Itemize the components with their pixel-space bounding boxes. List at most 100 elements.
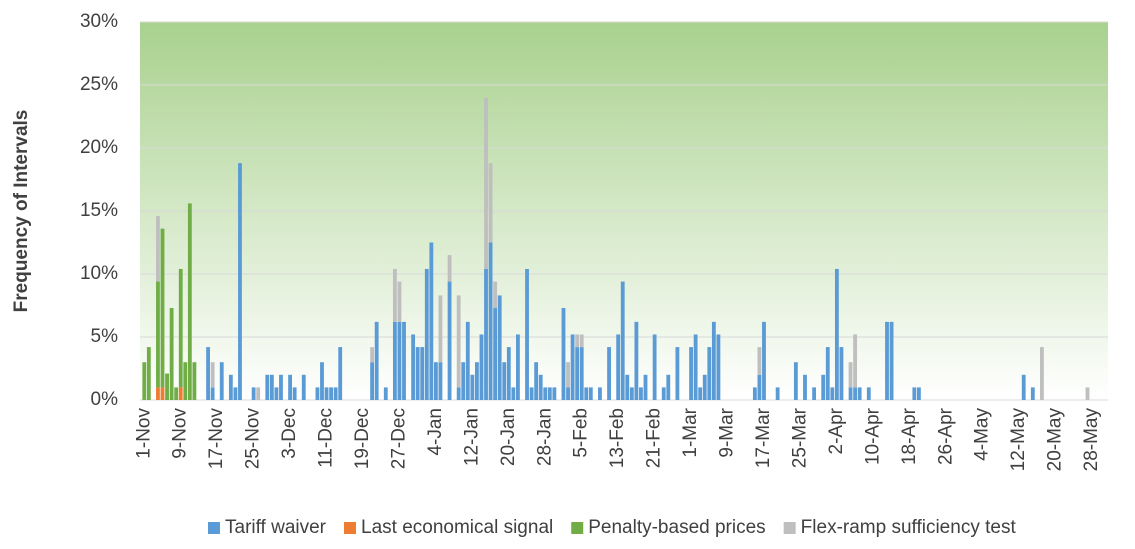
bar-segment	[566, 387, 570, 400]
bar-segment	[411, 334, 416, 400]
bar-segment	[324, 387, 329, 400]
legend-label: Flex-ramp sufficiency test	[801, 517, 1017, 538]
bar-segment	[857, 387, 862, 400]
bar-segment	[370, 347, 375, 363]
bar-segment	[160, 387, 165, 400]
bar-segment	[292, 387, 297, 400]
bar-segment	[329, 387, 334, 400]
bar-segment	[269, 374, 274, 400]
bar-segment	[834, 268, 839, 400]
bar-segment	[853, 334, 858, 388]
bar-segment	[210, 362, 215, 388]
bar-segment	[1085, 387, 1090, 400]
bar-segment	[529, 387, 534, 400]
bar-segment	[474, 362, 479, 400]
bar-segment	[315, 387, 320, 400]
x-tick-label: 25-Nov	[243, 408, 264, 470]
bar-segment	[584, 387, 589, 400]
bar-segment	[839, 347, 844, 400]
bar-segment	[274, 387, 279, 400]
bar-segment	[493, 281, 498, 309]
x-tick-label: 20-May	[1045, 408, 1066, 472]
bar-segment	[484, 268, 488, 400]
bar-segment	[588, 387, 593, 400]
bar-segment	[1030, 387, 1035, 400]
bar-segment	[762, 321, 766, 400]
bar-segment	[497, 295, 502, 400]
y-tick-label: 15%	[80, 200, 118, 221]
x-tick-label: 26-Apr	[935, 407, 956, 465]
bar-segment	[265, 374, 270, 400]
bar-segment	[666, 374, 671, 400]
legend-swatch	[783, 522, 796, 534]
y-tick-label: 25%	[80, 74, 118, 95]
bar-segment	[607, 347, 611, 400]
bar-segment	[579, 334, 584, 348]
bar-segment	[916, 387, 921, 400]
bar-segment	[547, 387, 552, 400]
bar-segment	[160, 228, 165, 388]
y-tick-label: 20%	[80, 137, 118, 158]
bar-segment	[566, 362, 570, 388]
bar-segment	[848, 387, 853, 400]
bar-segment	[506, 347, 511, 400]
bar-segment	[629, 387, 634, 400]
bar-segment	[511, 387, 516, 400]
x-tick-label: 18-Apr	[899, 407, 920, 465]
x-tick-label: 28-Jan	[534, 408, 555, 466]
bar-segment	[415, 347, 420, 400]
bar-segment	[634, 321, 639, 400]
bar-segment	[757, 347, 762, 375]
bar-segment	[579, 347, 584, 400]
y-axis-title: Frequency of Intervals	[11, 110, 32, 313]
bar-segment	[238, 163, 242, 400]
y-tick-label: 5%	[91, 326, 119, 347]
bar-segment	[711, 321, 716, 400]
x-tick-label: 1-Mar	[680, 407, 701, 457]
bar-segment	[392, 321, 397, 400]
bar-segment	[470, 374, 475, 400]
x-tick-label: 1-Nov	[133, 408, 154, 459]
bar-segment	[616, 334, 621, 400]
x-tick-label: 17-Nov	[206, 408, 227, 470]
bar-segment	[534, 362, 539, 400]
bar-segment	[702, 374, 707, 400]
bar-segment	[538, 374, 543, 400]
bar-segment	[256, 387, 261, 400]
x-tick-label: 3-Dec	[279, 408, 300, 459]
bar-segment	[397, 321, 402, 400]
x-tick-label: 28-May	[1081, 408, 1102, 472]
bar-segment	[456, 387, 461, 400]
bar-segment	[288, 374, 293, 400]
bar-segment	[620, 281, 625, 400]
bar-segment	[598, 387, 602, 400]
bar-segment	[1021, 374, 1026, 400]
x-tick-label: 9-Nov	[170, 408, 191, 459]
bar-segment	[552, 387, 557, 400]
x-tick-label: 2-Apr	[826, 407, 847, 454]
bar-segment	[142, 362, 147, 400]
bar-segment	[374, 321, 379, 400]
bar-segment	[848, 362, 853, 388]
bar-segment	[447, 281, 452, 400]
y-tick-label: 10%	[80, 263, 118, 284]
x-tick-label: 13-Feb	[607, 408, 628, 468]
bar-segment	[465, 321, 470, 400]
x-tick-label: 4-May	[972, 408, 993, 461]
bar-segment	[643, 374, 648, 400]
bar-segment	[752, 387, 757, 400]
bar-segment	[575, 347, 580, 400]
x-tick-label: 11-Dec	[316, 408, 337, 468]
bar-segment	[866, 387, 871, 400]
bar-segment	[383, 387, 388, 400]
legend-swatch	[208, 522, 220, 534]
legend-label: Tariff waiver	[225, 517, 327, 538]
bar-segment	[561, 308, 566, 400]
bar-segment	[370, 362, 375, 400]
bar-segment	[219, 362, 224, 400]
bar-segment	[889, 321, 894, 400]
x-tick-label: 10-Apr	[862, 407, 883, 465]
bar-segment	[675, 347, 680, 400]
bar-segment	[178, 268, 183, 388]
x-tick-label: 20-Jan	[498, 408, 519, 466]
